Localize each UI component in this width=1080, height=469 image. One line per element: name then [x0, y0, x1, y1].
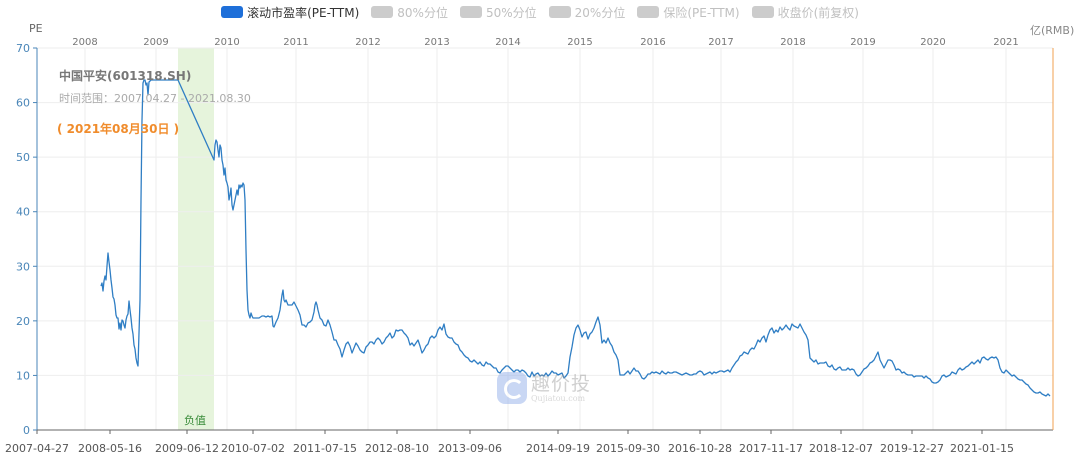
legend-label: 保险(PE-TTM): [663, 5, 740, 20]
legend-swatch-icon: [371, 6, 394, 18]
axes: 0 10 20 30 40 50 60 70 2007-04-27 2008-05-16 2009-…: [5, 37, 1054, 455]
negative-band-label: 负值: [184, 414, 206, 427]
watermark-url: Qujiatou.com: [531, 393, 586, 403]
svg-text:2007-04-27: 2007-04-27: [5, 442, 69, 455]
legend-item-4[interactable]: 保险(PE-TTM): [637, 3, 740, 21]
legend-label: 20%分位: [574, 5, 626, 20]
legend-label: 50%分位: [485, 5, 537, 20]
svg-text:2021-01-15: 2021-01-15: [950, 442, 1014, 455]
svg-text:2011: 2011: [283, 37, 308, 48]
svg-text:50: 50: [16, 151, 30, 164]
svg-text:2009: 2009: [143, 37, 168, 48]
legend-label: 收盘价(前复权): [777, 5, 859, 20]
legend-swatch-icon: [548, 6, 571, 18]
pe-ttm-line[interactable]: [100, 79, 1051, 397]
svg-text:2019-12-27: 2019-12-27: [880, 442, 944, 455]
svg-text:2014-09-19: 2014-09-19: [526, 442, 590, 455]
legend-label: 滚动市盈率(PE-TTM): [247, 5, 360, 20]
svg-text:2016: 2016: [640, 37, 665, 48]
svg-text:2008: 2008: [72, 37, 97, 48]
svg-text:10: 10: [16, 369, 30, 382]
svg-text:2016-10-28: 2016-10-28: [668, 442, 732, 455]
watermark: 趣价投 Qujiatou.com: [497, 372, 591, 404]
svg-text:60: 60: [16, 97, 30, 110]
watermark-logo-icon: [497, 372, 527, 404]
svg-text:2008-05-16: 2008-05-16: [78, 442, 142, 455]
svg-text:20: 20: [16, 315, 30, 328]
stock-title: 中国平安(601318.SH): [59, 69, 192, 83]
watermark-text: 趣价投: [531, 372, 592, 395]
svg-text:2009-06-12: 2009-06-12: [155, 442, 219, 455]
svg-text:2021: 2021: [993, 37, 1018, 48]
y-axis-unit-left: PE: [29, 22, 43, 35]
legend-label: 80%分位: [397, 5, 448, 20]
svg-text:40: 40: [16, 206, 30, 219]
current-date: ( 2021年08月30日 ): [57, 122, 180, 136]
svg-text:2013: 2013: [424, 37, 449, 48]
svg-text:2017-11-17: 2017-11-17: [739, 442, 803, 455]
negative-value-band: [178, 48, 214, 430]
svg-text:2017: 2017: [708, 37, 733, 48]
svg-text:2014: 2014: [495, 37, 520, 48]
legend-item-2[interactable]: 50%分位: [459, 3, 537, 21]
svg-text:70: 70: [16, 42, 30, 55]
grid-lines: [37, 47, 1053, 430]
legend-swatch-icon: [459, 6, 482, 18]
svg-text:30: 30: [16, 260, 30, 273]
legend-item-0[interactable]: 滚动市盈率(PE-TTM): [221, 3, 359, 21]
svg-text:2010-07-02: 2010-07-02: [221, 442, 285, 455]
legend-item-1[interactable]: 80%分位: [371, 3, 448, 21]
legend-item-3[interactable]: 20%分位: [548, 3, 626, 21]
svg-text:2012: 2012: [355, 37, 380, 48]
legend-item-5[interactable]: 收盘价(前复权): [751, 3, 859, 21]
svg-text:2012-08-10: 2012-08-10: [365, 442, 429, 455]
svg-text:2018: 2018: [780, 37, 805, 48]
svg-text:2020: 2020: [920, 37, 945, 48]
svg-text:2018-12-07: 2018-12-07: [809, 442, 873, 455]
svg-text:2015: 2015: [567, 37, 592, 48]
y-axis-unit-right: 亿(RMB): [1030, 24, 1075, 37]
legend-swatch-icon: [221, 6, 244, 18]
svg-text:2013-09-06: 2013-09-06: [438, 442, 502, 455]
svg-text:2015-09-30: 2015-09-30: [596, 442, 660, 455]
svg-text:0: 0: [23, 424, 30, 437]
chart-legend: 滚动市盈率(PE-TTM) 80%分位 50%分位 20%分位 保险(PE-TTM) 收盘…: [0, 3, 1080, 21]
legend-swatch-icon: [637, 6, 660, 18]
time-range: 时间范围：2007.04.27 - 2021.08.30: [59, 92, 251, 105]
legend-swatch-icon: [751, 6, 774, 18]
svg-text:2019: 2019: [850, 37, 875, 48]
svg-text:2010: 2010: [214, 37, 239, 48]
svg-text:2011-07-15: 2011-07-15: [293, 442, 357, 455]
